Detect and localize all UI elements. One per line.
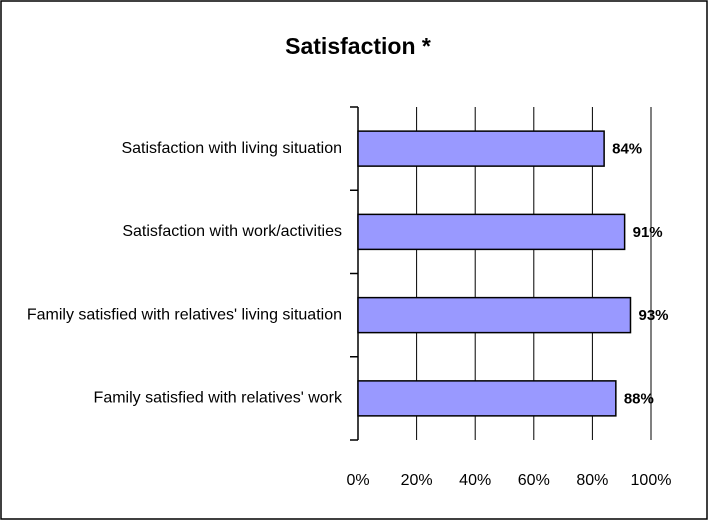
value-label: 84% <box>612 141 642 158</box>
y-tick-label: Satisfaction with living situation <box>121 140 342 157</box>
chart-title: Satisfaction * <box>285 33 431 59</box>
bar <box>357 296 632 334</box>
value-label: 88% <box>624 390 654 407</box>
value-label: 91% <box>633 224 663 241</box>
bar <box>357 130 605 167</box>
value-label: 93% <box>638 307 668 324</box>
x-tick-label: 80% <box>576 472 608 489</box>
y-tick-label: Satisfaction with work/activities <box>122 223 342 240</box>
x-tick-label: 100% <box>631 472 672 489</box>
x-tick-label: 60% <box>518 472 550 489</box>
y-tick-label: Family satisfied with relatives' work <box>94 390 343 407</box>
y-tick-label: Family satisfied with relatives' living … <box>27 306 342 323</box>
x-tick-label: 20% <box>401 472 433 489</box>
bar <box>357 213 626 251</box>
x-tick-label: 40% <box>459 472 491 489</box>
bar <box>357 380 617 417</box>
x-tick-label: 0% <box>346 472 369 489</box>
